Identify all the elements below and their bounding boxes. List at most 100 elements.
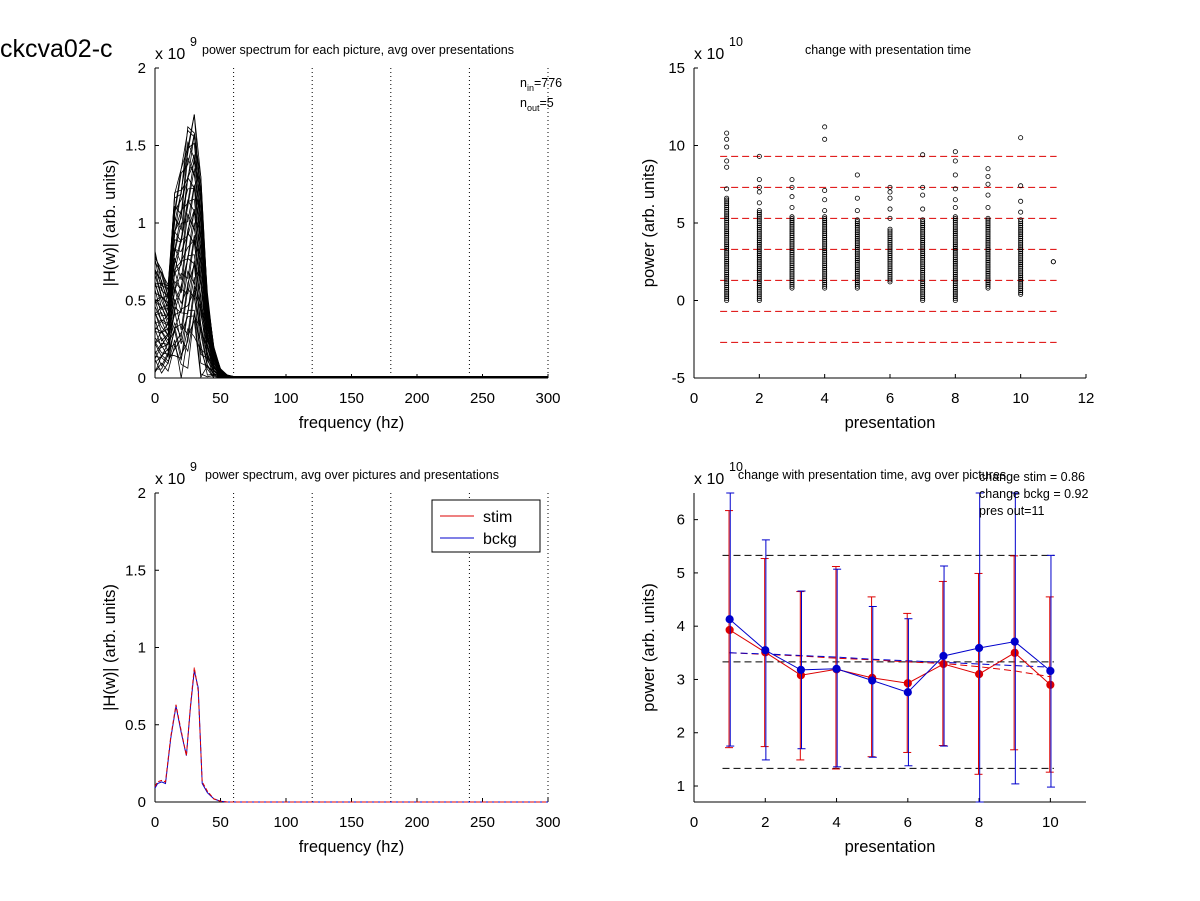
scatter-point	[952, 245, 958, 251]
scatter-point	[952, 218, 958, 224]
scatter-point	[724, 210, 730, 216]
scatter-point	[952, 255, 958, 261]
scatter-point	[756, 232, 762, 238]
scatter-point	[985, 283, 991, 289]
scatter-point	[920, 230, 926, 236]
scatter-point	[789, 283, 795, 289]
scatter-point	[920, 234, 926, 240]
scatter-point	[789, 249, 795, 255]
scatter-point	[789, 244, 795, 250]
scatter-point	[789, 218, 795, 224]
scatter-point	[756, 184, 762, 190]
scatter-point	[789, 274, 795, 280]
scatter-point	[756, 260, 762, 266]
x-tick-label: 0	[690, 814, 698, 831]
scatter-point	[985, 278, 991, 284]
scatter-point	[887, 226, 893, 232]
scatter-point	[822, 218, 828, 224]
x-tick-label: 6	[904, 814, 912, 831]
series-point-stim	[725, 625, 734, 635]
scatter-point	[854, 239, 860, 245]
scatter-point	[756, 217, 762, 223]
y-tick-label: 5	[677, 215, 685, 232]
scatter-point	[822, 268, 828, 274]
scatter-point	[789, 285, 795, 291]
scatter-point	[985, 223, 991, 229]
scatter-point	[789, 229, 795, 235]
scatter-point	[952, 242, 958, 248]
scatter-point	[756, 245, 762, 251]
scatter-point	[887, 239, 893, 245]
x-tick-label: 100	[273, 814, 298, 831]
y-tick-label: 1.5	[125, 138, 146, 155]
x-tick-label: 8	[975, 814, 983, 831]
scatter-point	[724, 238, 730, 244]
scatter-point	[920, 281, 926, 287]
scatter-point	[952, 234, 958, 240]
scatter-point	[952, 270, 958, 276]
scatter-point	[952, 219, 958, 225]
scatter-point	[789, 251, 795, 257]
scatter-point	[1018, 224, 1024, 230]
scatter-point	[920, 264, 926, 270]
series-point-bckg	[903, 688, 912, 697]
scatter-point	[920, 290, 926, 296]
y-tick-label: 0.5	[125, 717, 146, 734]
scatter-point	[789, 194, 795, 200]
scatter-point	[952, 288, 958, 294]
x-tick-label: 50	[212, 390, 229, 407]
scatter-point	[822, 281, 828, 287]
scatter-point	[789, 270, 795, 276]
scatter-point	[789, 225, 795, 231]
scatter-point	[756, 153, 762, 159]
x-tick-label: 150	[339, 390, 364, 407]
scatter-point	[887, 236, 893, 242]
scatter-point	[887, 269, 893, 275]
scatter-point	[756, 297, 762, 303]
scatter-point	[985, 225, 991, 231]
scatter-point	[789, 214, 795, 220]
scatter-point	[1018, 234, 1024, 240]
scatter-point	[985, 217, 991, 223]
scatter-point	[854, 276, 860, 282]
scatter-point	[887, 258, 893, 264]
scatter-point	[789, 234, 795, 240]
scatter-point	[985, 192, 991, 198]
scatter-point	[822, 240, 828, 246]
scatter-point	[854, 285, 860, 291]
scatter-point	[724, 271, 730, 277]
scatter-point	[854, 269, 860, 275]
scatter-point	[854, 224, 860, 230]
scatter-point	[985, 248, 991, 254]
scatter-point	[789, 259, 795, 265]
x-tick-label: 150	[339, 814, 364, 831]
series-point-stim	[1046, 680, 1055, 689]
scatter-point	[1018, 221, 1024, 227]
scatter-point	[724, 294, 730, 300]
scatter-point	[854, 195, 860, 201]
scatter-point	[854, 265, 860, 271]
scatter-point	[985, 245, 991, 251]
series-point-bckg	[1010, 637, 1019, 646]
scatter-point	[1018, 282, 1024, 288]
scatter-point	[1018, 235, 1024, 241]
scatter-point	[854, 245, 860, 251]
scatter-point	[756, 286, 762, 292]
series-point-bckg	[974, 643, 984, 653]
scatter-point	[1018, 239, 1024, 245]
scatter-point	[789, 264, 795, 270]
y-tick-label: 1	[138, 640, 146, 657]
scatter-point	[854, 246, 860, 252]
scatter-point	[822, 231, 828, 237]
scatter-point	[952, 229, 958, 235]
scatter-point	[985, 285, 991, 291]
scatter-point	[887, 245, 893, 251]
plot-title: power spectrum for each picture, avg ove…	[202, 43, 514, 57]
scatter-point	[920, 251, 926, 257]
scatter-point	[756, 200, 762, 206]
scatter-point	[887, 256, 893, 262]
scatter-point	[920, 249, 926, 255]
scatter-point	[756, 268, 762, 274]
scatter-point	[854, 250, 860, 256]
y-axis-label: power (arb. units)	[640, 583, 658, 711]
